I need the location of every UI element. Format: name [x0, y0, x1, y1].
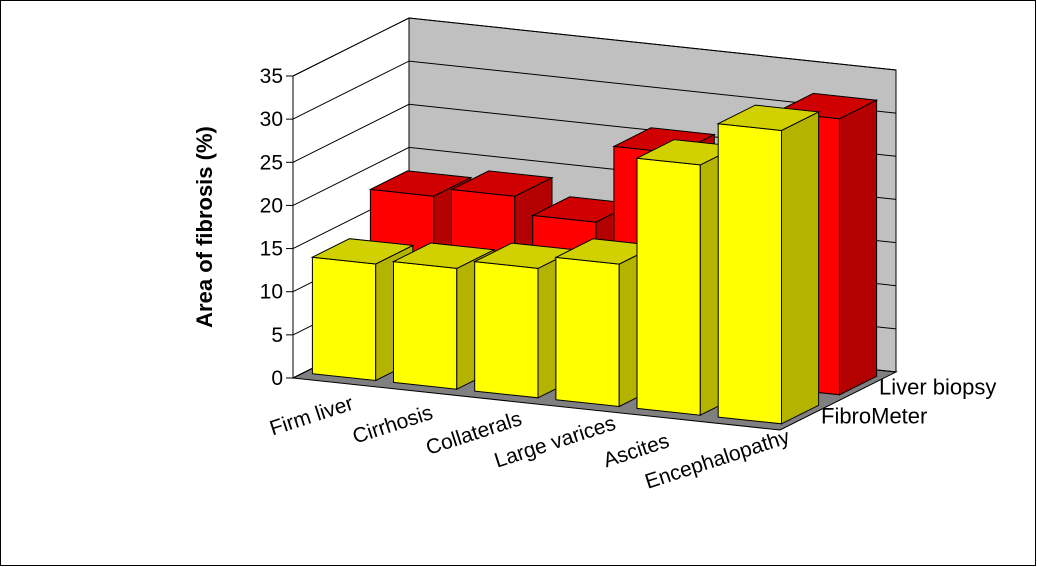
bar-fibrometer — [716, 104, 821, 425]
bar-fibrometer — [554, 238, 659, 408]
bar-side — [781, 111, 820, 425]
bar-front — [311, 256, 377, 382]
y-tick-label: 15 — [260, 238, 283, 261]
series-label: Liver biopsy — [879, 375, 996, 400]
bar-side — [839, 99, 878, 396]
bar-top — [310, 238, 415, 265]
gridline — [292, 17, 897, 77]
bar-front — [555, 256, 620, 408]
bar-front — [636, 157, 701, 416]
bar-top — [449, 170, 554, 197]
bar-front — [393, 261, 458, 390]
bar-front — [717, 123, 782, 425]
bar-front — [474, 261, 539, 399]
y-tick-label: 20 — [260, 194, 283, 217]
bar-top — [716, 104, 821, 132]
y-tick-label: 0 — [271, 367, 283, 390]
y-axis: 0 5 10 15 20 25 30 35 — [260, 65, 294, 390]
y-tick-label: 10 — [260, 281, 283, 304]
y-tick-label: 5 — [271, 324, 283, 347]
bar-top — [368, 170, 473, 197]
gridline — [292, 60, 897, 120]
y-axis-title: Area of fibrosis (%) — [192, 126, 217, 328]
series-label: FibroMeter — [821, 404, 927, 429]
y-tick-label: 30 — [260, 108, 283, 131]
bars — [310, 92, 879, 425]
y-tick-label: 25 — [260, 151, 283, 174]
y-tick-label: 35 — [260, 65, 283, 88]
bar-top — [391, 242, 496, 269]
